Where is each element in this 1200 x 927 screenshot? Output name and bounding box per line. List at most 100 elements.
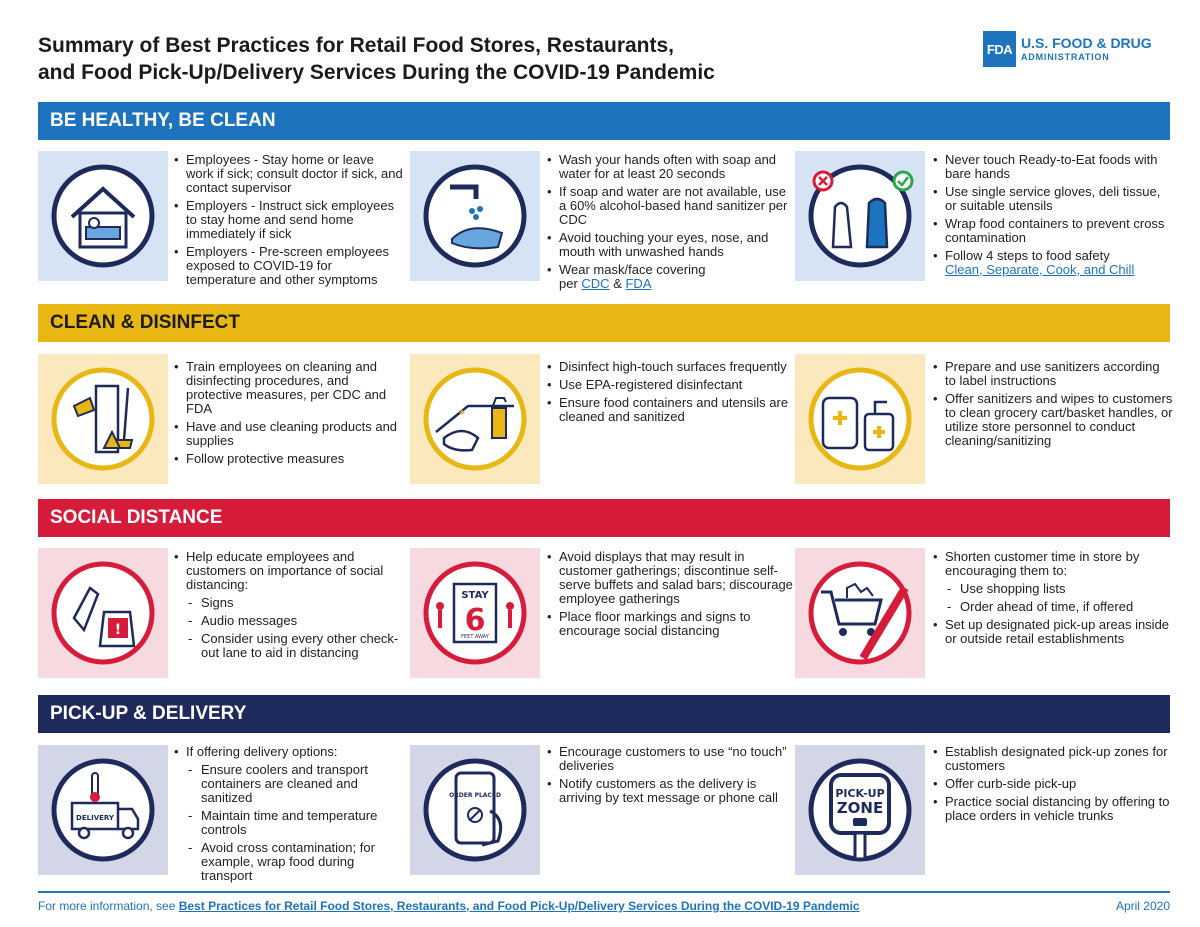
pickup-zone-sign-icon: PICK-UP ZONE — [808, 758, 912, 862]
sub-bullet: Signs — [174, 596, 404, 611]
s1-col1-text: Employees - Stay home or leave work if s… — [174, 153, 404, 291]
delivery-truck-icon: DELIVERY — [51, 758, 155, 862]
s1-col2-text: Wash your hands often with soap and wate… — [547, 153, 795, 295]
bullet: Notify customers as the delivery is arri… — [547, 777, 795, 805]
s4-col1-text: If offering delivery options: Ensure coo… — [174, 745, 406, 887]
zone-label: ZONE — [837, 799, 883, 817]
s3-col3-text: Shorten customer time in store by encour… — [933, 550, 1173, 650]
bullet: Disinfect high-touch surfaces frequently — [547, 360, 795, 375]
s2-col2-text: Disinfect high-touch surfaces frequently… — [547, 360, 795, 428]
s3-col1-text: Help educate employees and customers on … — [174, 550, 404, 664]
footer-prefix: For more information, see — [38, 899, 179, 913]
bullet: Establish designated pick-up zones for c… — [933, 745, 1173, 773]
sanitizer-icon-panel — [795, 354, 925, 484]
food-safety-link[interactable]: Clean, Separate, Cook, and Chill — [945, 262, 1135, 277]
stay-label: STAY — [461, 590, 489, 601]
bullet: Place floor markings and signs to encour… — [547, 610, 795, 638]
cleaning-supplies-icon — [51, 367, 155, 471]
bullet: Never touch Ready-to-Eat foods with bare… — [933, 153, 1173, 181]
gloves-icon — [808, 164, 914, 268]
six-label: 6 — [465, 603, 486, 638]
bullet: Offer sanitizers and wipes to customers … — [933, 392, 1173, 448]
stay-6-icon-panel: STAY 6 FEET AWAY — [410, 548, 540, 678]
bullet: Employees - Stay home or leave work if s… — [174, 153, 404, 195]
megaphone-sign-icon: ! — [51, 561, 155, 665]
sub-bullet: Avoid cross contamination; for example, … — [174, 841, 406, 883]
footer-text: For more information, see Best Practices… — [38, 899, 860, 913]
bullet: Use single service gloves, deli tissue, … — [933, 185, 1173, 213]
title-line-2: and Food Pick-Up/Delivery Services Durin… — [38, 61, 715, 84]
sanitizer-icon — [808, 367, 912, 471]
page-title: Summary of Best Practices for Retail Foo… — [38, 32, 798, 86]
bullet: Help educate employees and customers on … — [174, 550, 404, 592]
fda-link[interactable]: FDA — [625, 276, 652, 291]
delivery-label: DELIVERY — [76, 814, 115, 822]
cdc-link[interactable]: CDC — [581, 276, 610, 291]
handwashing-icon — [423, 164, 527, 268]
stay-6-feet-icon: STAY 6 FEET AWAY — [423, 561, 527, 665]
bullet: If offering delivery options: — [174, 745, 406, 760]
disinfect-icon-panel: ✦ — [410, 354, 540, 484]
footer-rule — [38, 891, 1170, 893]
bullet: Encourage customers to use “no touch” de… — [547, 745, 795, 773]
best-practices-link[interactable]: Best Practices for Retail Food Stores, R… — [178, 899, 860, 913]
sub-bullet: Audio messages — [174, 614, 404, 629]
sub-bullet: Consider using every other check-out lan… — [174, 632, 404, 660]
bullet: Use EPA-registered disinfectant — [547, 378, 795, 393]
fda-logo-line-1: U.S. FOOD & DRUG — [1021, 35, 1152, 51]
s4-col2-text: Encourage customers to use “no touch” de… — [547, 745, 795, 809]
fda-logo[interactable]: FDA U.S. FOOD & DRUG ADMINISTRATION — [983, 31, 1152, 67]
svg-text:!: ! — [115, 622, 121, 638]
cart-icon-panel — [795, 548, 925, 678]
title-line-1: Summary of Best Practices for Retail Foo… — [38, 34, 675, 57]
bullet: Wash your hands often with soap and wate… — [547, 153, 795, 181]
section-band-clean-disinfect: CLEAN & DISINFECT — [38, 304, 1170, 342]
bullet: Prepare and use sanitizers according to … — [933, 360, 1173, 388]
bullet: Avoid touching your eyes, nose, and mout… — [547, 231, 795, 259]
fda-logo-line-2: ADMINISTRATION — [1021, 52, 1110, 62]
sub-bullet: Ensure coolers and transport containers … — [174, 763, 406, 805]
s3-col2-text: Avoid displays that may result in custom… — [547, 550, 795, 642]
bullet: Avoid displays that may result in custom… — [547, 550, 795, 606]
shopping-cart-icon — [808, 561, 912, 665]
bullet: Have and use cleaning products and suppl… — [174, 420, 404, 448]
s2-col1-text: Train employees on cleaning and disinfec… — [174, 360, 404, 470]
fda-logo-text: U.S. FOOD & DRUG ADMINISTRATION — [1021, 35, 1152, 63]
ampersand: & — [609, 276, 626, 291]
bullet: If soap and water are not available, use… — [547, 185, 795, 227]
delivery-icon-panel: DELIVERY — [38, 745, 168, 875]
house-icon-panel — [38, 151, 168, 281]
section-band-pickup-delivery: PICK-UP & DELIVERY — [38, 695, 1170, 733]
fda-logo-mark: FDA — [983, 31, 1016, 67]
pickup-label: PICK-UP — [835, 787, 884, 800]
mask-text: Wear mask/face covering — [559, 262, 706, 277]
bullet: Ensure food containers and utensils are … — [547, 396, 795, 424]
sub-bullet: Order ahead of time, if offered — [933, 600, 1173, 615]
svg-text:✦: ✦ — [458, 408, 466, 419]
bullet: Employers - Instruct sick employees to s… — [174, 199, 404, 241]
gloves-icon-panel — [795, 151, 925, 281]
feet-away-label: FEET AWAY — [461, 634, 490, 640]
food-safety-text: Follow 4 steps to food safety — [945, 248, 1110, 263]
cleaning-icon-panel — [38, 354, 168, 484]
sub-bullet: Maintain time and temperature controls — [174, 809, 406, 837]
order-placed-label: ORDER PLACED — [449, 792, 501, 799]
bullet: Offer curb-side pick-up — [933, 777, 1173, 792]
phone-order-icon: ORDER PLACED — [423, 758, 527, 862]
sub-bullet: Use shopping lists — [933, 582, 1173, 597]
bullet: Wrap food containers to prevent cross co… — [933, 217, 1173, 245]
bullet: Set up designated pick-up areas inside o… — [933, 618, 1173, 646]
bullet: Shorten customer time in store by encour… — [933, 550, 1173, 578]
pickup-zone-icon-panel: PICK-UP ZONE — [795, 745, 925, 875]
house-sick-icon — [51, 164, 155, 268]
signs-icon-panel: ! — [38, 548, 168, 678]
mask-per: per — [559, 276, 582, 291]
section-band-be-healthy: BE HEALTHY, BE CLEAN — [38, 102, 1170, 140]
s4-col3-text: Establish designated pick-up zones for c… — [933, 745, 1173, 827]
s2-col3-text: Prepare and use sanitizers according to … — [933, 360, 1173, 452]
bullet: Practice social distancing by offering t… — [933, 795, 1173, 823]
spray-bottle-icon: ✦ — [423, 367, 527, 471]
handwash-icon-panel — [410, 151, 540, 281]
